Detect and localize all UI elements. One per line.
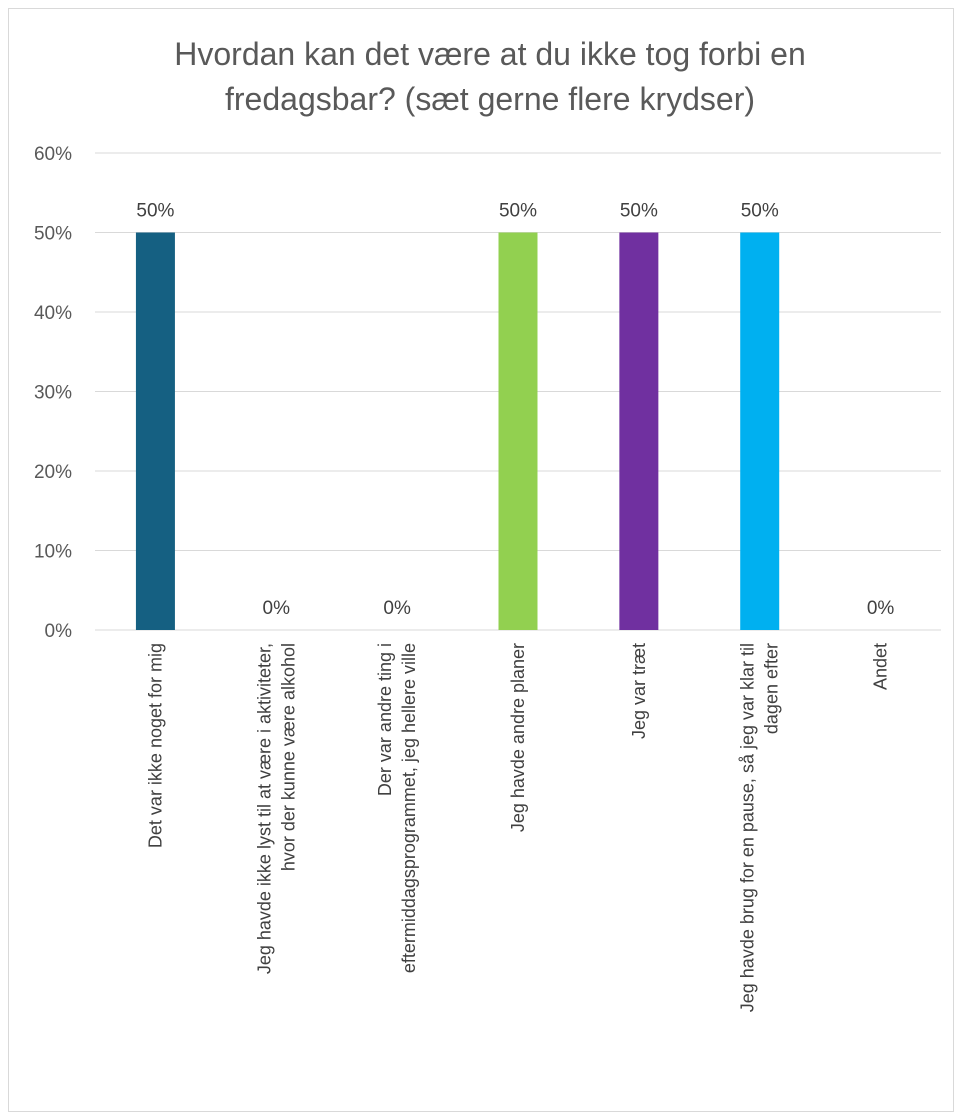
data-label: 50% [741,201,779,222]
data-label: 50% [136,201,174,222]
y-tick-label: 30% [34,383,72,404]
category-label: Jeg havde brug for en pause, så jeg var … [738,643,758,1012]
y-tick-label: 60% [34,144,72,165]
y-tick-label: 10% [34,542,72,563]
data-label: 50% [499,201,537,222]
data-label: 0% [867,598,895,619]
chart-title-line: fredagsbar? (sæt gerne flere krydser) [225,81,755,117]
data-label: 0% [263,598,291,619]
category-label: hvor der kunne være alkohol [278,643,298,871]
y-tick-label: 40% [34,303,72,324]
chart-title-line: Hvordan kan det være at du ikke tog forb… [174,36,805,72]
category-label: eftermiddagsprogrammet, jeg hellere vill… [399,643,419,973]
y-tick-label: 20% [34,462,72,483]
bar [740,232,780,630]
y-tick-label: 0% [45,621,73,642]
category-label: Der var andre ting i [375,643,395,796]
data-label: 0% [383,598,411,619]
bar [135,232,175,630]
category-label: Andet [871,643,891,690]
bar [498,232,538,630]
category-label: Jeg var træt [629,643,649,739]
category-label: Jeg havde andre planer [508,643,528,832]
category-label: Det var ikke noget for mig [145,643,165,848]
y-tick-label: 50% [34,224,72,245]
data-label: 50% [620,201,658,222]
category-label: Jeg havde ikke lyst til at være i aktivi… [254,643,274,974]
category-label: dagen efter [762,643,782,734]
bar [619,232,659,630]
